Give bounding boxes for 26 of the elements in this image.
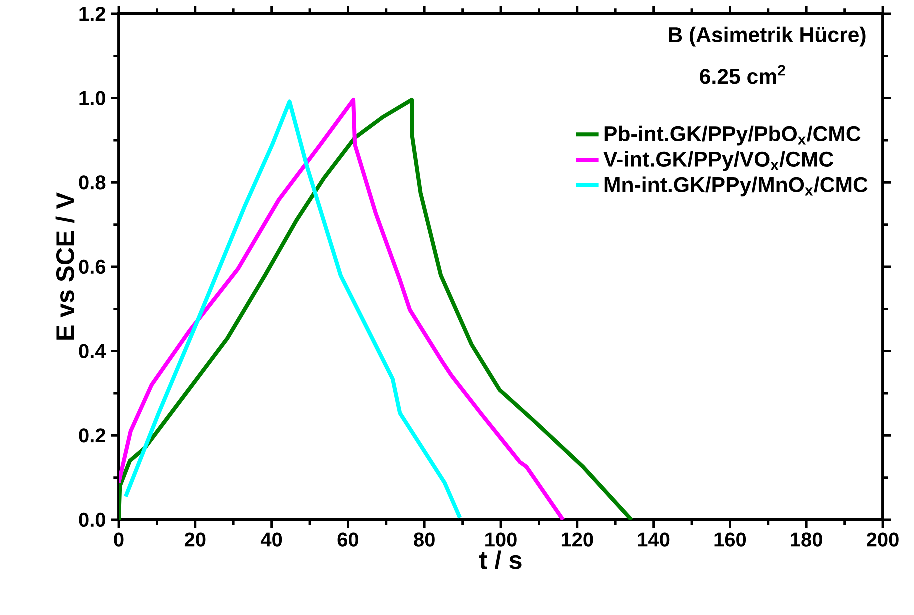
x-axis-title: t / s — [479, 550, 522, 570]
x-tick-label: 200 — [867, 532, 899, 547]
x-tick-label: 100 — [486, 532, 517, 547]
annotation: B (Asimetrik Hücre) — [669, 26, 866, 47]
x-tick-label: 140 — [638, 532, 670, 547]
x-tick-label: 160 — [714, 532, 746, 547]
x-tick-label: 0 — [114, 532, 124, 547]
y-tick-label: 0.6 — [79, 260, 106, 274]
y-tick-label: 0.8 — [79, 176, 106, 190]
y-tick-label: 0.4 — [79, 344, 106, 358]
x-tick-label: 120 — [562, 532, 594, 547]
annotation: 6.25 cm$^{2}$ — [700, 65, 786, 84]
x-tick-label: 40 — [260, 532, 282, 547]
x-tick-label: 60 — [338, 532, 358, 547]
y-axis-title: E vs SCE / V — [56, 192, 75, 340]
y-tick-label: 0.2 — [79, 428, 106, 443]
legend-label: V-int.GK/PPy/VO$_{x}$/CMC — [604, 151, 834, 172]
y-tick-label: 0.0 — [79, 512, 106, 528]
x-tick-label: 20 — [184, 532, 206, 547]
line-series — [124, 100, 462, 520]
y-tick-label: 1.2 — [80, 7, 106, 21]
legend-label: Pb-int.GK/PPy/PbO$_{x}$/CMC — [604, 126, 861, 146]
x-tick-label: 180 — [791, 532, 822, 547]
x-tick-label: 80 — [414, 532, 435, 547]
y-tick-label: 1.0 — [80, 91, 106, 106]
legend-label: Mn-int.GK/PPy/MnO$_{x}$/CMC — [604, 176, 868, 197]
